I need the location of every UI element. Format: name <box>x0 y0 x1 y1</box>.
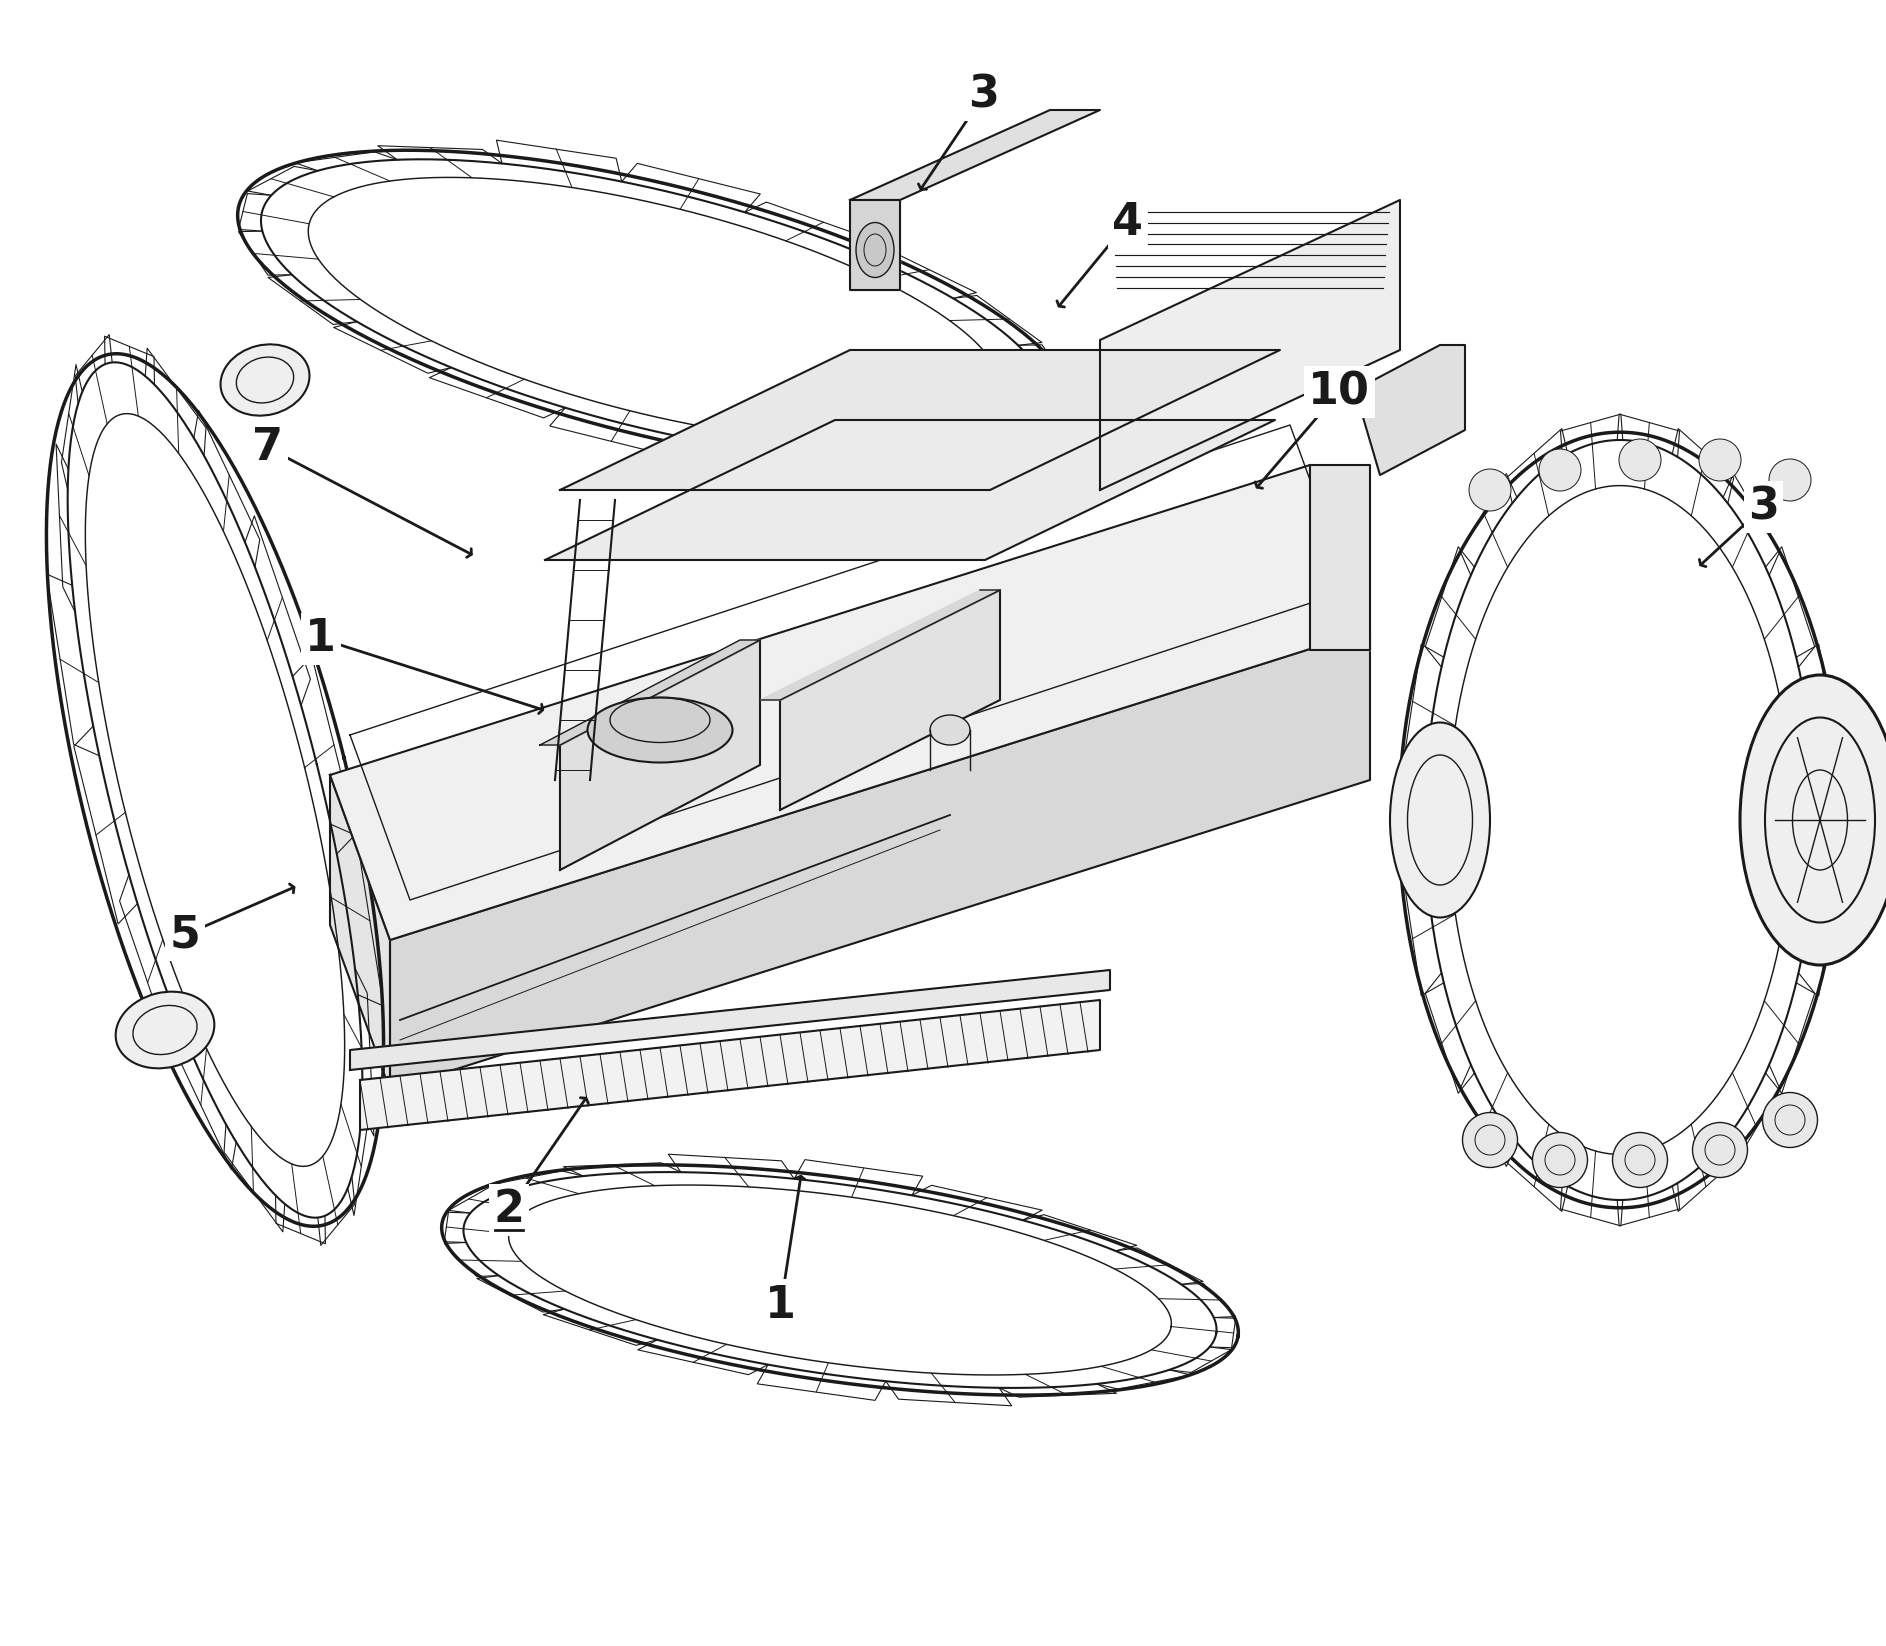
Text: 7: 7 <box>253 426 283 469</box>
Polygon shape <box>851 110 1100 201</box>
Ellipse shape <box>1763 1093 1818 1147</box>
Polygon shape <box>351 969 1111 1070</box>
Ellipse shape <box>1390 723 1490 917</box>
Polygon shape <box>1100 201 1399 491</box>
Text: 1: 1 <box>306 617 336 660</box>
Polygon shape <box>560 640 760 871</box>
Text: 2: 2 <box>494 1188 524 1231</box>
Text: 5: 5 <box>170 914 200 956</box>
Ellipse shape <box>930 714 969 746</box>
Text: 10: 10 <box>1309 370 1369 413</box>
Ellipse shape <box>115 991 215 1068</box>
Polygon shape <box>390 630 1369 1090</box>
Ellipse shape <box>1741 675 1886 965</box>
Polygon shape <box>851 201 900 290</box>
Polygon shape <box>1354 346 1465 476</box>
Text: 3: 3 <box>1748 486 1778 528</box>
Ellipse shape <box>588 698 732 762</box>
Ellipse shape <box>1699 439 1741 481</box>
Ellipse shape <box>1618 439 1662 481</box>
Text: 3: 3 <box>968 74 1000 117</box>
Polygon shape <box>330 775 390 1090</box>
Ellipse shape <box>1692 1123 1748 1177</box>
Ellipse shape <box>1462 1113 1518 1167</box>
Ellipse shape <box>1769 459 1811 500</box>
Text: 1: 1 <box>766 1284 796 1327</box>
Ellipse shape <box>1539 449 1580 491</box>
Ellipse shape <box>1469 469 1511 510</box>
Polygon shape <box>1311 466 1369 650</box>
Polygon shape <box>560 351 1281 491</box>
Polygon shape <box>781 589 1000 810</box>
Ellipse shape <box>221 344 309 416</box>
Polygon shape <box>330 466 1369 940</box>
Text: 4: 4 <box>1113 201 1143 244</box>
Polygon shape <box>360 1001 1100 1131</box>
Polygon shape <box>539 640 760 746</box>
Ellipse shape <box>1533 1132 1588 1187</box>
Ellipse shape <box>856 222 894 278</box>
Ellipse shape <box>1613 1132 1667 1187</box>
Polygon shape <box>545 420 1275 560</box>
Polygon shape <box>760 589 1000 700</box>
